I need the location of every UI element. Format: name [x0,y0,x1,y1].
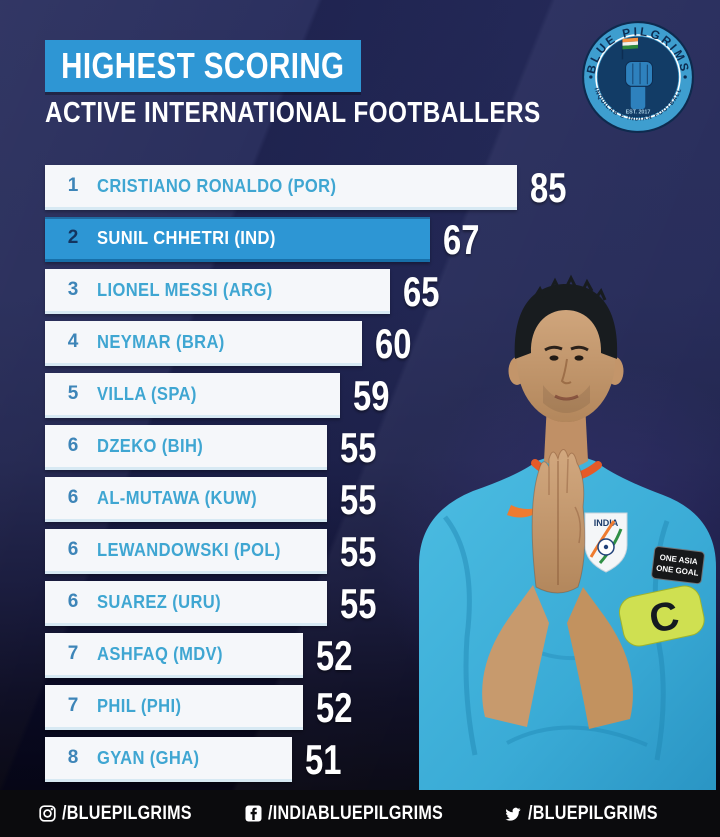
goals-value: 67 [443,215,480,263]
page-title: HIGHEST SCORING [61,45,345,86]
player-bar: 6 SUAREZ (URU) [45,581,327,626]
goals-value: 55 [340,527,377,575]
rank-label: 5 [67,383,79,404]
goals-value: 52 [316,631,353,679]
goals-value: 52 [316,683,353,731]
player-photo-sunil-chhetri: INDIA ONE ASIA ONE GOAL C [419,274,716,790]
ranking-row: 8 GYAN (GHA) 51 [45,737,705,782]
player-bar: 6 AL-MUTAWA (KUW) [45,477,327,522]
captain-armband: C [618,585,705,647]
rank-label: 2 [67,227,79,248]
ranking-row: 2 SUNIL CHHETRI (IND) 67 [45,217,705,262]
player-bar: 7 PHIL (PHI) [45,685,303,730]
player-name-label: SUNIL CHHETRI (IND) [97,227,276,248]
ranking-bar-chart: 1 CRISTIANO RONALDO (POR) 85 2 SUNIL CHH… [45,165,705,789]
rank-label: 7 [67,695,79,716]
goals-value: 65 [403,267,440,315]
player-name-label: PHIL (PHI) [97,695,182,716]
logo-est: EST. 2017 [626,109,651,115]
player-bar: 6 LEWANDOWSKI (POL) [45,529,327,574]
ranking-row: 6 DZEKO (BIH) 55 [45,425,705,470]
ranking-row: 6 AL-MUTAWA (KUW) 55 [45,477,705,522]
goals-value: 55 [340,423,377,471]
player-name-label: VILLA (SPA) [97,383,197,404]
ranking-row: 4 NEYMAR (BRA) 60 [45,321,705,366]
rank-label: 6 [67,539,79,560]
player-name-label: DZEKO (BIH) [97,435,204,456]
player-bar: 1 CRISTIANO RONALDO (POR) [45,165,517,210]
rank-label: 6 [67,435,79,456]
twitter-handle: /BLUEPILGRIMS [527,802,658,824]
ranking-row: 7 PHIL (PHI) 52 [45,685,705,730]
goals-value: 55 [340,475,377,523]
player-bar: 5 VILLA (SPA) [45,373,340,418]
praying-hands [531,449,586,594]
player-name-label: AL-MUTAWA (KUW) [97,487,258,508]
goals-value: 55 [340,579,377,627]
ranking-row: 3 LIONEL MESSI (ARG) 65 [45,269,705,314]
fist-flag-emblem [621,37,654,110]
player-bar: 6 DZEKO (BIH) [45,425,327,470]
goals-value: 85 [530,163,567,211]
instagram-handle: /BLUEPILGRIMS [62,802,193,824]
player-name-label: GYAN (GHA) [97,747,200,768]
ranking-row: 5 VILLA (SPA) 59 [45,373,705,418]
player-name-label: LEWANDOWSKI (POL) [97,539,281,560]
hair [514,284,618,359]
facebook-handle: /INDIABLUEPILGRIMS [268,802,444,824]
rank-label: 4 [67,331,79,352]
goals-value: 60 [375,319,412,367]
player-bar: 2 SUNIL CHHETRI (IND) [45,217,430,262]
player-name-label: CRISTIANO RONALDO (POR) [97,175,337,196]
instagram-link[interactable]: /BLUEPILGRIMS [39,803,215,825]
instagram-icon [39,805,56,822]
player-bar: 3 LIONEL MESSI (ARG) [45,269,390,314]
rank-label: 6 [67,487,79,508]
player-bar: 7 ASHFAQ (MDV) [45,633,303,678]
rank-label: 7 [67,643,79,664]
player-name-label: SUAREZ (URU) [97,591,222,612]
facebook-icon [245,805,262,822]
social-footer: /BLUEPILGRIMS /INDIABLUEPILGRIMS /BLUEPI… [0,790,720,837]
ranking-row: 6 SUAREZ (URU) 55 [45,581,705,626]
twitter-icon [505,807,521,821]
goals-value: 51 [305,735,342,783]
facebook-link[interactable]: /INDIABLUEPILGRIMS [245,803,474,825]
crest-text: INDIA [594,518,619,528]
player-name-label: ASHFAQ (MDV) [97,643,223,664]
title-banner: HIGHEST SCORING [45,40,361,92]
rank-label: 8 [67,747,79,768]
ranking-row: 6 LEWANDOWSKI (POL) 55 [45,529,705,574]
one-asia-one-goal-patch: ONE ASIA ONE GOAL [651,546,705,585]
twitter-link[interactable]: /BLUEPILGRIMS [504,803,681,825]
blue-pilgrims-logo: BLUE PILGRIMS INQUILAB E INDIAN FOOTBALL… [582,21,694,133]
rank-label: 6 [67,591,79,612]
page-subtitle: ACTIVE INTERNATIONAL FOOTBALLERS [45,97,541,129]
india-crest: INDIA [584,512,628,573]
player-name-label: NEYMAR (BRA) [97,331,225,352]
rank-label: 3 [67,279,79,300]
player-name-label: LIONEL MESSI (ARG) [97,279,273,300]
ranking-row: 1 CRISTIANO RONALDO (POR) 85 [45,165,705,210]
player-bar: 8 GYAN (GHA) [45,737,292,782]
rank-label: 1 [67,175,79,196]
player-bar: 4 NEYMAR (BRA) [45,321,362,366]
ranking-row: 7 ASHFAQ (MDV) 52 [45,633,705,678]
goals-value: 59 [353,371,390,419]
